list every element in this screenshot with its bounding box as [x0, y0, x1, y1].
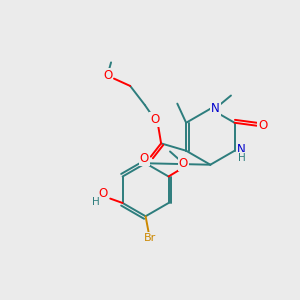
Text: O: O	[150, 113, 159, 126]
Text: O: O	[140, 152, 149, 165]
Text: O: O	[99, 187, 108, 200]
Text: O: O	[178, 157, 188, 170]
Text: O: O	[103, 69, 112, 82]
Text: H: H	[92, 196, 100, 206]
Text: N: N	[211, 102, 220, 115]
Text: N: N	[237, 143, 245, 156]
Text: Br: Br	[144, 233, 156, 243]
Text: H: H	[238, 153, 246, 163]
Text: O: O	[258, 119, 267, 132]
